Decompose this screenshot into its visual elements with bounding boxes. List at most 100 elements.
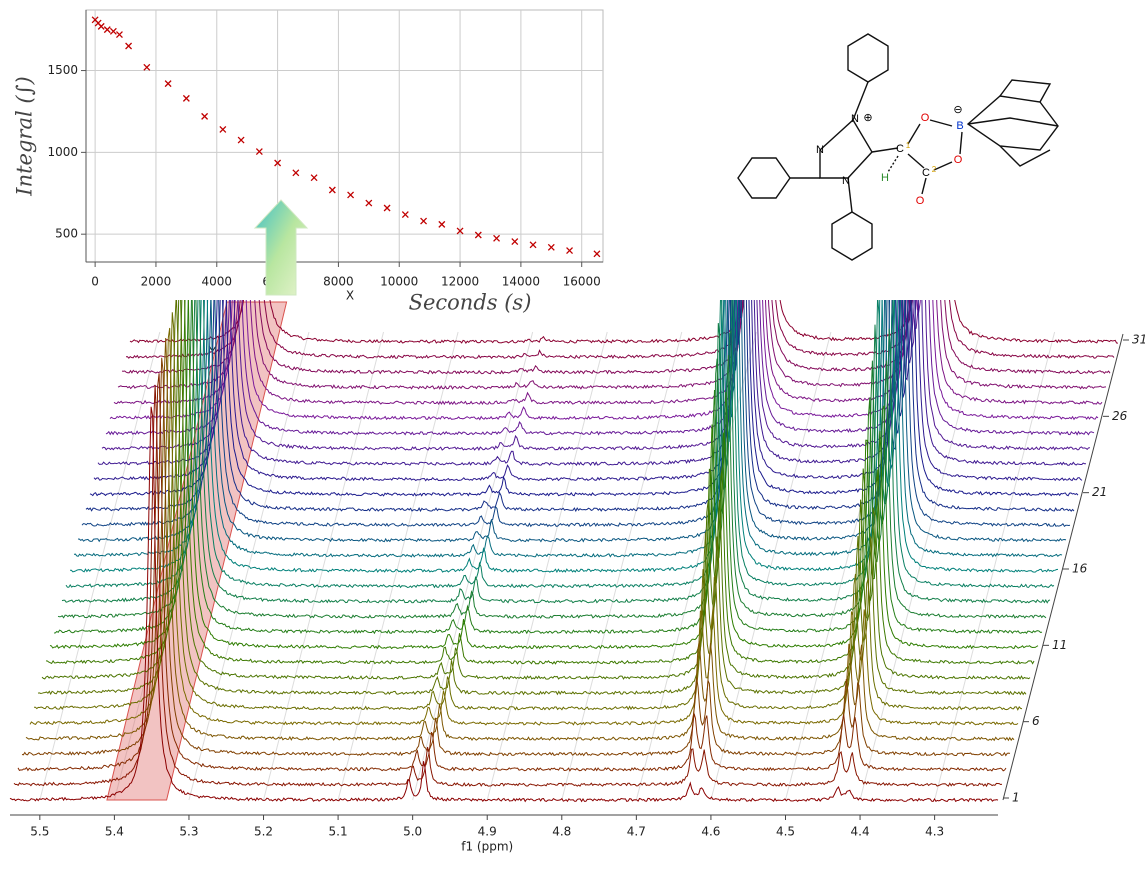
- spectrum-trace: [129, 300, 1119, 344]
- x-tick-label: 4.5: [776, 825, 795, 839]
- grid-line: [263, 331, 385, 801]
- data-point: [237, 136, 245, 144]
- bond: [907, 123, 921, 145]
- bond: [921, 177, 927, 195]
- x-tick-label: 14000: [502, 275, 540, 289]
- x-tick-label: 16000: [563, 275, 601, 289]
- data-point: [474, 231, 482, 239]
- data-point: [274, 159, 282, 167]
- data-point: [328, 186, 336, 194]
- atom-label: C: [922, 167, 930, 179]
- atom-label: N: [816, 144, 824, 156]
- spectrum-trace: [85, 300, 1075, 513]
- x-tick-label: 4.6: [701, 825, 720, 839]
- z-tick-label: 1: [1012, 791, 1020, 805]
- data-point: [164, 80, 172, 88]
- x-axis-title: f1 (ppm): [461, 840, 513, 854]
- spectrum-trace: [13, 384, 1003, 788]
- spectrum-trace: [101, 300, 1091, 451]
- grid-line: [561, 331, 683, 801]
- bond: [887, 155, 899, 173]
- phenyl: [831, 211, 873, 261]
- spectrum-trace: [97, 300, 1087, 466]
- data-point: [547, 243, 555, 251]
- z-tick-label: 21: [1092, 485, 1107, 499]
- data-point: [143, 63, 151, 71]
- x-tick-label: 5.1: [329, 825, 348, 839]
- spectrum-trace: [93, 300, 1083, 482]
- spectrum-trace: [89, 300, 1079, 497]
- z-tick-label: 6: [1032, 714, 1040, 728]
- x-tick-label: 4.9: [478, 825, 497, 839]
- bond: [852, 81, 869, 121]
- atom-label: O: [954, 154, 963, 166]
- grid-line: [412, 331, 534, 801]
- data-point: [97, 22, 105, 30]
- data-point: [125, 42, 133, 50]
- data-point: [529, 241, 537, 249]
- data-point: [401, 211, 409, 219]
- spectrum-trace: [9, 406, 999, 803]
- atom-label: O: [916, 195, 925, 207]
- atom-label: N: [851, 113, 859, 125]
- arrow: [253, 199, 309, 296]
- data-point: [292, 169, 300, 177]
- y-axis-title: Integral (∫): [13, 76, 37, 196]
- atom-label: O: [921, 112, 930, 124]
- spectrum-trace: [29, 327, 1019, 726]
- grid-line: [486, 331, 608, 801]
- integral-region: [106, 301, 288, 801]
- ring: [999, 145, 1051, 167]
- x-tick-label: 2000: [141, 275, 172, 289]
- data-point: [347, 191, 355, 199]
- spectrum-trace: [34, 312, 1023, 711]
- data-point: [566, 247, 574, 255]
- plot-frame: [85, 9, 604, 263]
- data-point: [456, 227, 464, 235]
- data-point: [420, 217, 428, 225]
- bond: [871, 147, 899, 153]
- atom-charge: ⊖: [953, 104, 962, 116]
- spectrum-trace: [65, 300, 1055, 589]
- scatter-plot: 0200040006000800010000120001400016000500…: [13, 9, 604, 315]
- data-point: [103, 26, 111, 34]
- data-point: [182, 94, 190, 102]
- spectrum-trace: [113, 300, 1103, 406]
- x-tick-label: 0: [91, 275, 99, 289]
- x-tick-label: 5.4: [105, 825, 124, 839]
- atom-index: 2: [932, 165, 937, 174]
- z-tick-label: 31: [1132, 333, 1145, 347]
- data-point: [255, 148, 263, 156]
- spectrum-trace: [117, 300, 1107, 390]
- spectrum-trace: [17, 373, 1007, 772]
- spectrum-trace: [70, 300, 1059, 574]
- x-tick-label: 5.5: [30, 825, 49, 839]
- spectrum-trace: [25, 337, 1015, 742]
- axis-line: [1002, 333, 1124, 801]
- phenyl: [847, 33, 889, 83]
- x-tick-label: 4.8: [552, 825, 571, 839]
- spectrum-trace: [73, 300, 1063, 558]
- grid-line: [710, 331, 832, 801]
- data-point: [201, 112, 209, 120]
- x-tick-label: 4.4: [851, 825, 870, 839]
- spectrum-trace: [121, 300, 1111, 375]
- x-tick-label: 4.7: [627, 825, 646, 839]
- y-tick-label: 1500: [47, 63, 78, 77]
- spectrum-trace: [105, 300, 1095, 436]
- phenyl: [737, 157, 791, 199]
- z-tick-label: 16: [1072, 562, 1088, 576]
- y-tick-label: 500: [55, 227, 78, 241]
- x-axis-title: Seconds (s): [409, 291, 532, 315]
- y-tick-label: 1000: [47, 145, 78, 159]
- spectrum-trace: [57, 300, 1047, 619]
- axis-marker: X: [346, 289, 354, 303]
- bond: [847, 177, 853, 213]
- x-tick-label: 4000: [201, 275, 232, 289]
- triazole: [819, 118, 873, 179]
- data-point: [511, 238, 519, 246]
- data-point: [493, 234, 501, 242]
- atom-label: N: [842, 175, 850, 187]
- data-point: [365, 199, 373, 207]
